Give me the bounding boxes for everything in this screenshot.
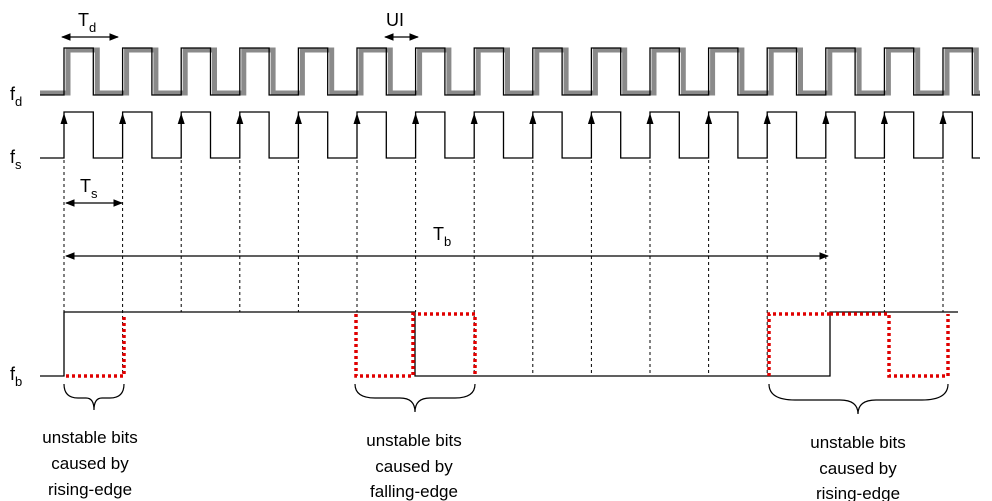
annotation: caused by	[51, 454, 129, 473]
interval-label: UI	[386, 10, 404, 30]
annotation: caused by	[819, 459, 897, 478]
signal-label: fs	[10, 147, 22, 172]
unstable-region	[354, 312, 477, 378]
unstable-region	[767, 312, 950, 378]
interval-label: Ts	[80, 176, 98, 201]
edge-arrow	[763, 113, 771, 124]
edge-arrow	[705, 113, 713, 124]
edge-arrow	[60, 113, 68, 124]
fs-wave	[40, 111, 980, 159]
edge-arrow	[353, 113, 361, 124]
interval-label: Tb	[433, 224, 451, 249]
edge-arrow	[880, 113, 888, 124]
edge-arrow	[119, 113, 127, 124]
edge-arrow	[939, 113, 947, 124]
edge-arrow	[412, 113, 420, 124]
fb-wave	[40, 311, 958, 377]
brace	[63, 383, 125, 411]
waveforms	[40, 47, 980, 378]
edge-arrow	[587, 113, 595, 124]
annotation: rising-edge	[816, 484, 900, 501]
edge-arrow	[236, 113, 244, 124]
fd-wave	[40, 47, 980, 96]
annotation: falling-edge	[370, 482, 458, 501]
signal-label: fb	[10, 364, 22, 389]
annotation: unstable bits	[42, 428, 137, 447]
brace	[768, 383, 949, 415]
signal-label: fd	[10, 84, 22, 109]
annotation: rising-edge	[48, 480, 132, 499]
edge-arrow	[529, 113, 537, 124]
interval-label: Td	[78, 10, 96, 35]
edge-arrow	[822, 113, 830, 124]
edge-arrow	[470, 113, 478, 124]
brace	[354, 383, 476, 413]
annotation: caused by	[375, 457, 453, 476]
unstable-region	[66, 314, 126, 378]
edge-arrow	[177, 113, 185, 124]
edge-arrow	[294, 113, 302, 124]
annotation: unstable bits	[366, 431, 461, 450]
fd-jitter	[40, 47, 980, 96]
edge-arrow	[646, 113, 654, 124]
annotation: unstable bits	[810, 433, 905, 452]
